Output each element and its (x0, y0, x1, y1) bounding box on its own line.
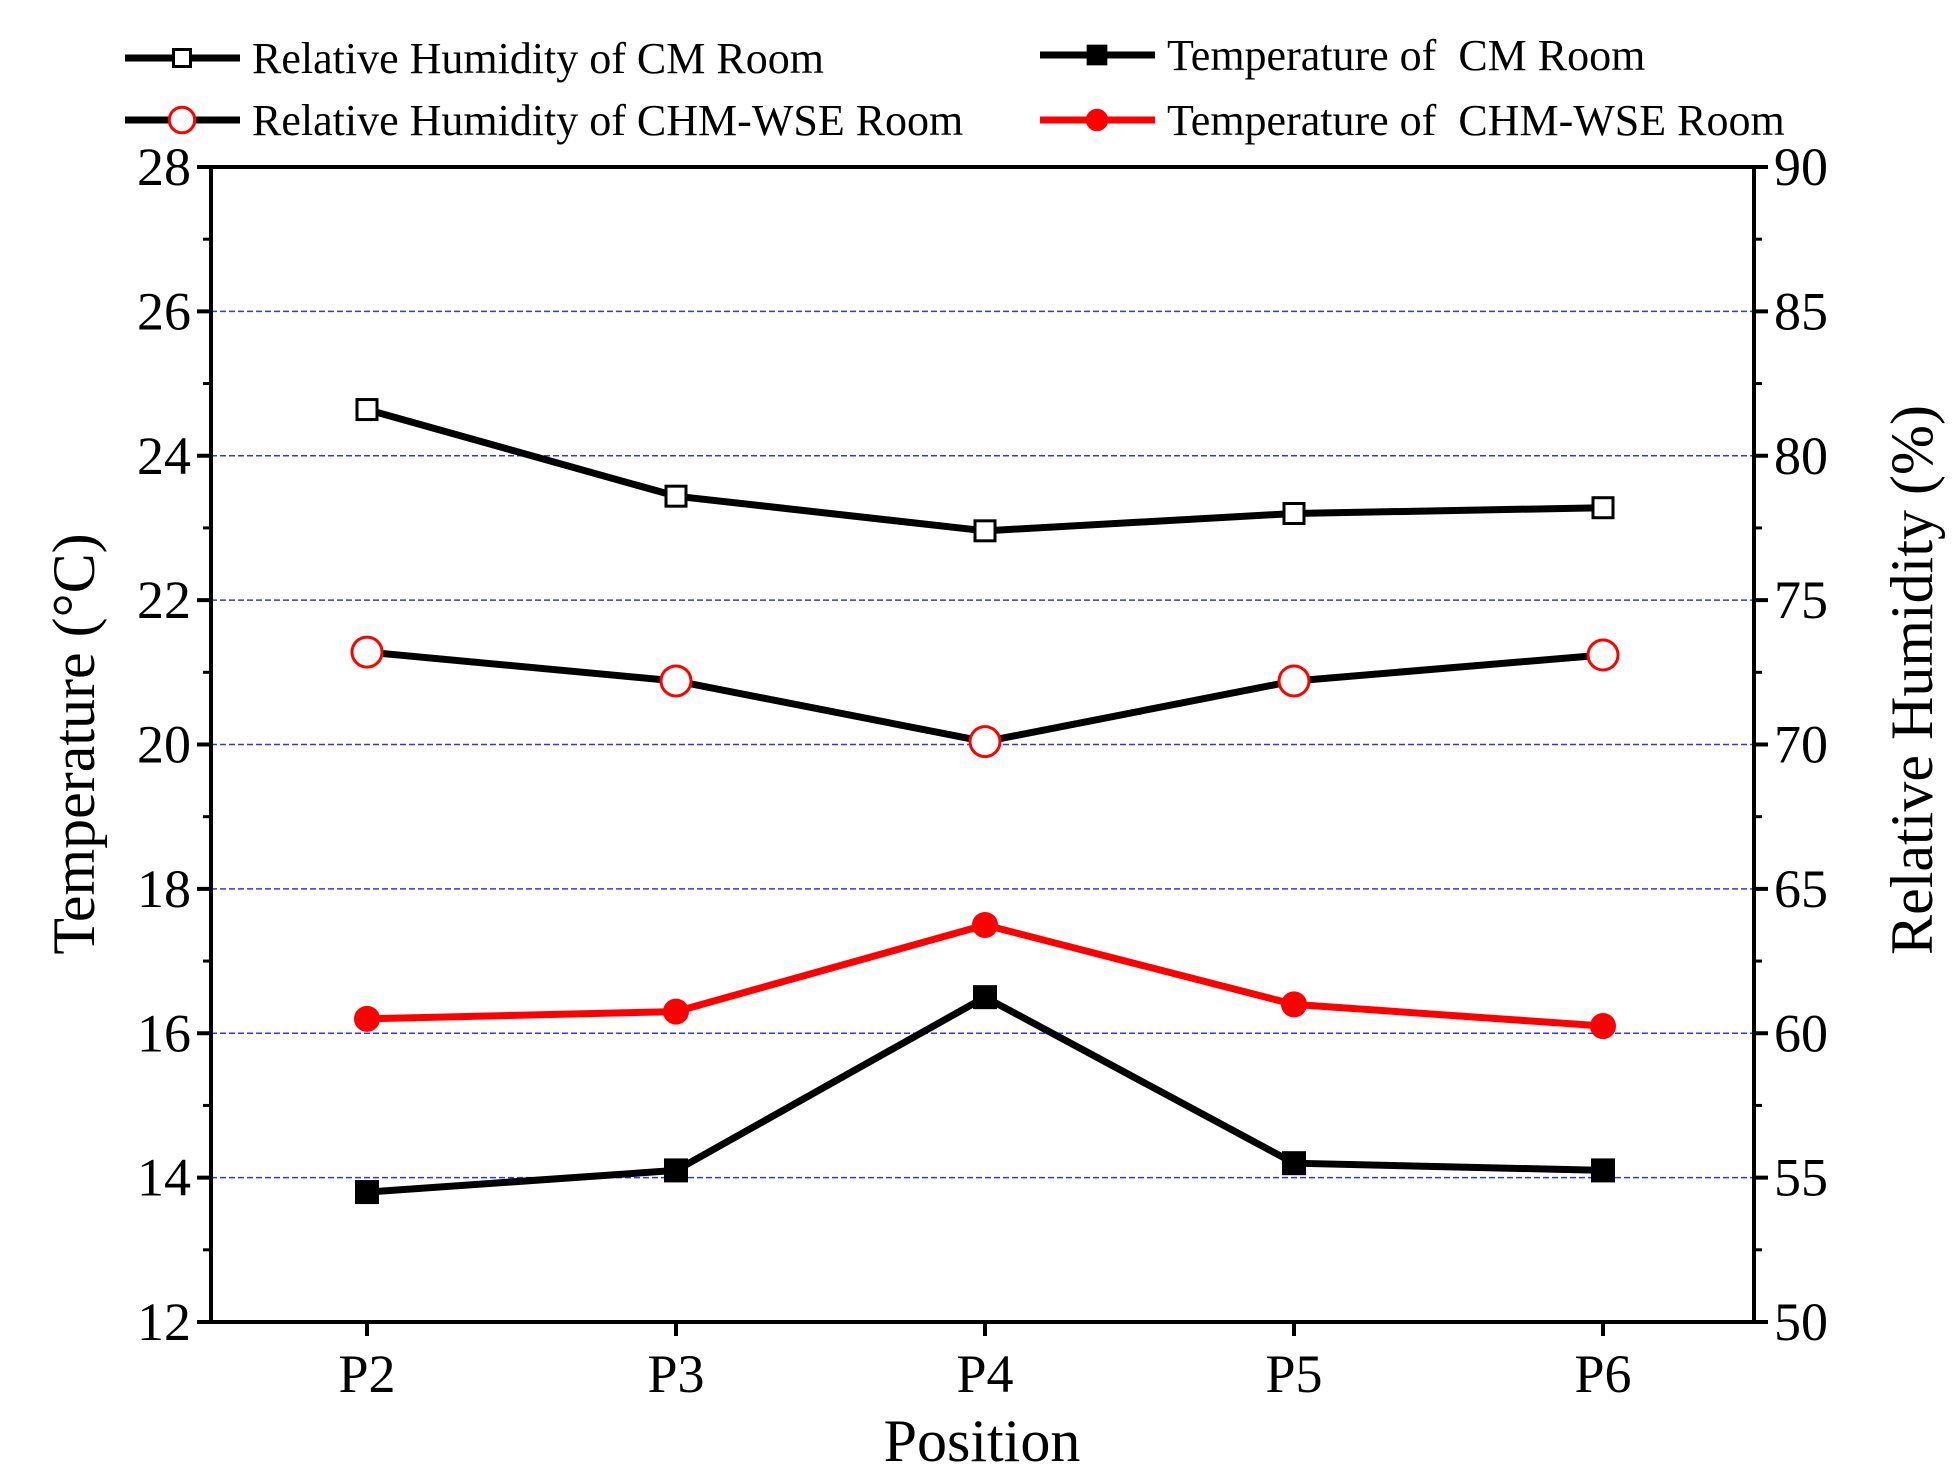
data-point-s3-1 (663, 998, 689, 1025)
series-line-1 (366, 993, 1604, 1196)
data-point-s2-2 (968, 725, 1002, 759)
y-right-tick-label-6: 80 (1774, 426, 1828, 486)
data-point-s1-3 (1282, 1151, 1306, 1176)
data-point-s2-3 (1277, 664, 1311, 698)
y-right-tick-label-3: 65 (1774, 859, 1828, 919)
legend-item-1: Temperature of CM Room (1040, 31, 1645, 80)
y-left-tick-label-4: 20 (137, 715, 191, 775)
data-point-s2-0 (350, 635, 384, 669)
data-point-s3-3 (1281, 991, 1307, 1018)
legend-label-1: Temperature of CM Room (1167, 31, 1645, 80)
y-right-tick-label-2: 60 (1774, 1003, 1828, 1063)
data-point-s0-2 (973, 519, 997, 543)
y-left-tick-label-2: 16 (137, 1003, 191, 1063)
x-tick-label-4: P6 (1574, 1344, 1631, 1404)
y-left-tick-label-6: 24 (137, 426, 191, 486)
x-tick-label-3: P5 (1265, 1344, 1322, 1404)
legend-marker-2 (167, 105, 197, 135)
y-left-tick-label-8: 28 (137, 137, 191, 197)
y-axis-left-title: Temperature (°C) (41, 533, 107, 954)
grid-lines (211, 310, 1754, 1179)
legend-label-2: Relative Humidity of CHM-WSE Room (252, 96, 963, 145)
x-tick-label-1: P3 (647, 1344, 704, 1404)
data-point-s0-4 (1591, 496, 1615, 520)
series-line-0 (366, 406, 1604, 535)
x-tick-label-0: P2 (338, 1344, 395, 1404)
axes: 12 14 16 18 20 22 24 26 28 50 55 60 65 70 75 80 85 90 P2 P3… (137, 137, 1828, 1404)
legend-item-0: Relative Humidity of CM Room (125, 34, 824, 83)
y-left-tick-label-7: 26 (137, 281, 191, 341)
legend: Relative Humidity of CM Room Temperature … (125, 31, 1785, 145)
legend-marker-1 (1086, 44, 1108, 66)
y-right-tick-label-0: 50 (1774, 1292, 1828, 1352)
legend-item-3: Temperature of CHM-WSE Room (1040, 96, 1785, 145)
y-left-tick-label-3: 18 (137, 859, 191, 919)
y-right-tick-label-5: 75 (1774, 570, 1828, 630)
x-tick-label-2: P4 (956, 1344, 1013, 1404)
y-axis-right-title: Relative Humidity (%) (1879, 405, 1945, 955)
data-point-s1-4 (1591, 1158, 1615, 1183)
y-right-tick-label-4: 70 (1774, 715, 1828, 775)
y-right-tick-label-1: 55 (1774, 1148, 1828, 1208)
data-point-s1-2 (973, 985, 997, 1010)
y-right-tick-label-7: 85 (1774, 281, 1828, 341)
data-point-s3-4 (1590, 1013, 1616, 1040)
data-point-s0-0 (355, 398, 379, 422)
y-left-tick-label-0: 12 (137, 1292, 191, 1352)
data-point-s2-4 (1586, 638, 1620, 672)
y-left-tick-label-5: 22 (137, 570, 191, 630)
legend-marker-3 (1085, 108, 1109, 132)
data-point-s0-3 (1282, 502, 1306, 525)
series-line-3 (366, 921, 1604, 1030)
y-left-tick-label-1: 14 (137, 1148, 191, 1208)
y-right-tick-label-8: 90 (1774, 137, 1828, 197)
data-point-s2-1 (659, 664, 693, 698)
data-point-s1-1 (664, 1158, 688, 1183)
data-point-s1-0 (355, 1180, 379, 1205)
legend-label-0: Relative Humidity of CM Room (252, 34, 824, 83)
legend-marker-0 (172, 48, 192, 68)
data-point-s0-1 (664, 484, 688, 508)
legend-label-3: Temperature of CHM-WSE Room (1167, 96, 1785, 145)
series-layer (350, 398, 1620, 1205)
data-point-s3-0 (354, 1005, 380, 1032)
x-axis-title: Position (884, 1408, 1081, 1474)
legend-item-2: Relative Humidity of CHM-WSE Room (125, 96, 963, 145)
data-point-s3-2 (972, 911, 998, 938)
